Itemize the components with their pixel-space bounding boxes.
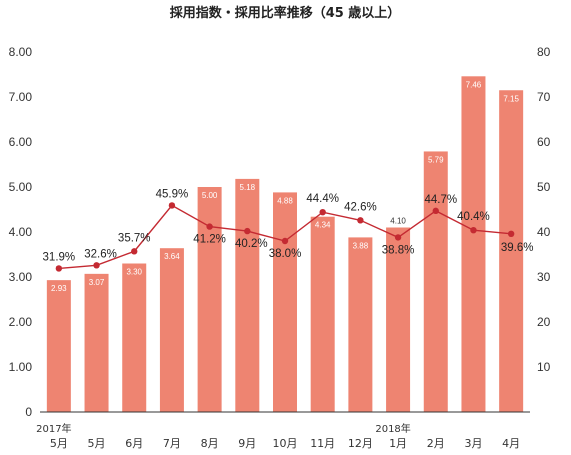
x-axis-tick-label: 5月 [88, 437, 106, 450]
line-point [394, 234, 402, 241]
bar-series: 2.93 3.07 3.30 3.64 5.00 5.18 4.88 4.34 3.88 4.10… [46, 76, 524, 413]
line-value-label: 31.9% [43, 251, 76, 263]
left-axis-tick-label: 0 [25, 405, 32, 419]
x-axis-tick-label: 8月 [201, 437, 219, 450]
line-value-label: 44.4% [306, 193, 339, 205]
line-value-label: 38.0% [269, 248, 302, 260]
x-axis-tick-label: 12月 [348, 437, 373, 450]
right-axis-tick-label: 70 [537, 90, 551, 104]
line-value-label: 42.6% [344, 201, 377, 213]
x-axis-tick-label: 1月 [389, 437, 407, 450]
line-point [432, 207, 439, 215]
left-axis-tick-label: 4.00 [9, 225, 33, 239]
x-axis-tick-label: 6月 [125, 437, 143, 450]
right-axis-tick-label: 40 [537, 225, 551, 239]
bar-value-label: 5.18 [240, 183, 256, 192]
right-axis-tick-label: 10 [537, 360, 551, 374]
left-axis: 0 1.00 2.00 3.00 4.00 5.00 6.00 7.00 8.00 [9, 45, 33, 419]
left-axis-tick-label: 6.00 [9, 135, 33, 149]
right-axis-tick-label: 30 [537, 270, 551, 284]
right-axis-tick-label: 50 [537, 180, 551, 194]
bar-value-label: 4.88 [277, 196, 293, 205]
line-value-label: 40.2% [235, 238, 268, 250]
left-axis-tick-label: 8.00 [9, 45, 33, 59]
right-axis-tick-label: 60 [537, 135, 551, 149]
bar [348, 237, 373, 412]
bar [423, 151, 448, 412]
bar [84, 273, 109, 412]
left-axis-tick-label: 2.00 [9, 315, 33, 329]
line-value-label: 38.8% [382, 244, 415, 256]
bar-value-label: 4.10 [390, 217, 406, 226]
line-point [244, 227, 251, 235]
right-axis-tick-label: 20 [537, 315, 551, 329]
line-point [281, 237, 289, 245]
line-value-label: 40.4% [457, 211, 490, 223]
left-axis-tick-label: 1.00 [9, 360, 33, 374]
x-axis-tick-label: 3月 [464, 437, 482, 450]
bar [235, 178, 260, 412]
line-point [55, 265, 63, 272]
bar-value-label: 5.00 [202, 191, 218, 200]
line-point [319, 209, 326, 216]
year-label: 2018年 [375, 422, 410, 435]
bar [159, 248, 184, 412]
bar-value-label: 3.64 [164, 252, 180, 261]
line-value-label: 45.9% [156, 188, 189, 200]
left-axis-tick-label: 7.00 [9, 90, 33, 104]
line-point [206, 223, 213, 230]
x-axis: 5月 5月 6月 7月 8月 9月 10月 11月 12月 1月 2月 3月 4月 2017年 2018年 [36, 411, 530, 450]
line-value-label: 44.7% [424, 194, 457, 206]
line-point [168, 202, 176, 209]
line-value-label: 39.6% [501, 242, 534, 254]
bar [310, 216, 335, 412]
left-axis-tick-label: 5.00 [9, 180, 33, 194]
bar-value-label: 3.30 [126, 268, 142, 277]
x-axis-tick-label: 9月 [238, 437, 256, 450]
x-axis-tick-label: 10月 [273, 437, 298, 450]
bar [122, 263, 147, 412]
right-axis: 10 20 30 40 50 60 70 80 [537, 45, 551, 374]
bar-value-label: 4.34 [315, 221, 331, 230]
bar [46, 280, 71, 412]
bar-value-label: 7.46 [466, 80, 482, 89]
x-axis-tick-label: 4月 [502, 437, 520, 450]
bar-value-label: 5.79 [428, 155, 444, 164]
left-axis-tick-label: 3.00 [9, 270, 33, 284]
line-value-label: 32.6% [84, 248, 117, 260]
bar-value-label: 3.88 [353, 241, 369, 250]
line-point [470, 227, 477, 234]
right-axis-tick-label: 80 [537, 45, 551, 59]
x-axis-tick-label: 2月 [427, 437, 445, 450]
bar [273, 192, 297, 412]
bar-value-label: 3.07 [89, 278, 105, 287]
line-point [507, 230, 515, 237]
chart-title: 採用指数・採用比率推移（45 歳以上） [170, 5, 401, 21]
x-axis-tick-label: 11月 [310, 437, 335, 450]
line-point [93, 262, 100, 269]
line-point [131, 248, 138, 255]
bar-value-label: 2.93 [51, 284, 67, 293]
line-value-label: 41.2% [193, 234, 226, 246]
bar [461, 76, 486, 413]
bar [386, 227, 411, 412]
year-label: 2017年 [36, 422, 71, 435]
bar-value-label: 7.15 [503, 94, 519, 103]
line-point [357, 217, 364, 224]
line-series: 31.9% 32.6%35.7% 45.9% 41.2% 40.2%38.0% 44.4%… [43, 188, 534, 272]
x-axis-tick-label: 7月 [163, 437, 181, 450]
line-value-label: 35.7% [118, 232, 151, 244]
x-axis-tick-label: 5月 [50, 437, 68, 450]
bar [499, 90, 524, 412]
bar [197, 187, 222, 412]
